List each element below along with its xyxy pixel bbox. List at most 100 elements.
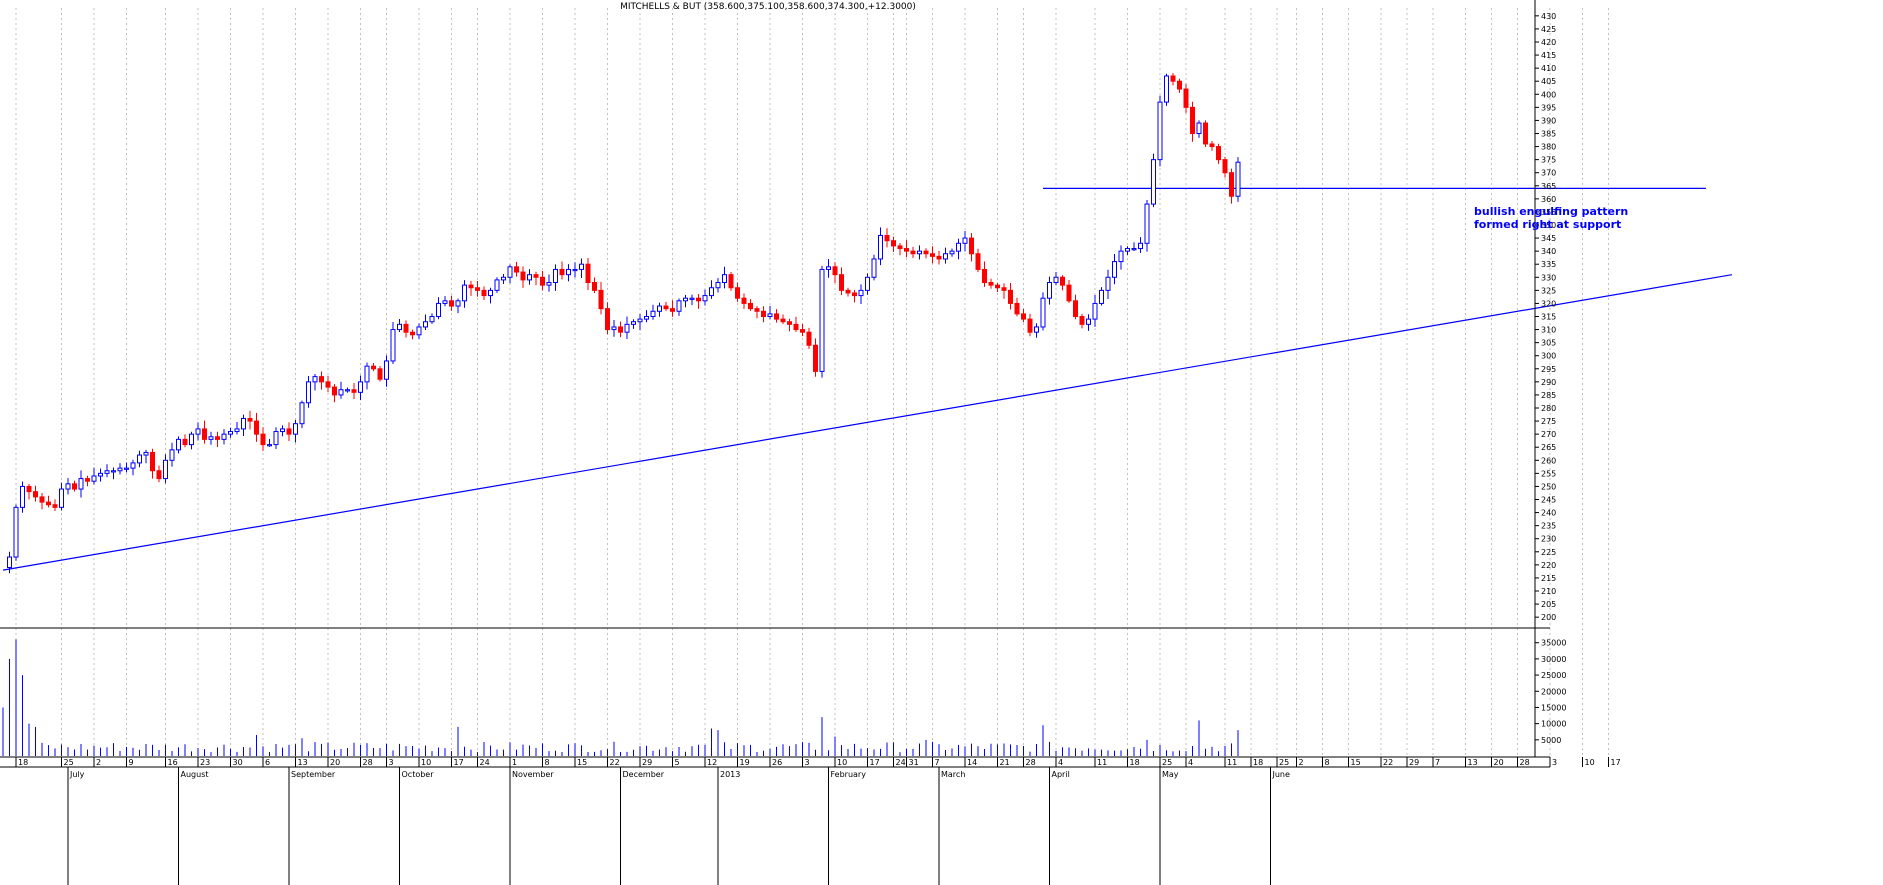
- day-tick-label: 7: [1435, 758, 1440, 767]
- month-tick-label: June: [1272, 770, 1291, 779]
- day-tick-label: 2: [1299, 758, 1304, 767]
- candle-body: [1027, 318, 1033, 333]
- candle-body: [988, 282, 994, 286]
- candle-body: [46, 501, 51, 506]
- price-tick-label: 215: [1541, 574, 1556, 583]
- day-tick-label: 2: [96, 758, 101, 767]
- price-tick-label: 375: [1541, 156, 1556, 165]
- candle-body: [579, 263, 584, 270]
- price-tick-label: 425: [1541, 25, 1556, 34]
- candle-body: [59, 488, 64, 508]
- candle-body: [936, 255, 942, 260]
- candle-body: [676, 300, 682, 312]
- candle-body: [533, 274, 539, 278]
- candle-body: [689, 297, 695, 300]
- candle-body: [215, 436, 220, 440]
- candle-body: [1008, 289, 1013, 304]
- candle-body: [1112, 261, 1117, 278]
- day-tick-label: 25: [1279, 758, 1289, 767]
- candle-body: [1014, 302, 1020, 315]
- candle-body: [442, 300, 448, 304]
- price-tick-label: 380: [1541, 143, 1556, 152]
- candle-body: [26, 485, 32, 493]
- price-tick-label: 235: [1541, 522, 1556, 531]
- candle-body: [1040, 297, 1046, 328]
- month-tick-label: August: [181, 770, 209, 779]
- candle-body: [65, 483, 71, 490]
- candle-body: [163, 459, 168, 480]
- candle-body: [156, 470, 162, 480]
- candle-body: [637, 318, 643, 323]
- candle-body: [540, 276, 545, 286]
- candle-body: [657, 305, 662, 312]
- price-tick-label: 335: [1541, 260, 1556, 269]
- month-tick-label: May: [1162, 770, 1179, 779]
- candle-body: [345, 389, 350, 392]
- candle-body: [1073, 300, 1078, 318]
- day-tick-label: 17: [870, 758, 880, 767]
- price-tick-label: 325: [1541, 286, 1556, 295]
- candle-body: [1203, 122, 1208, 145]
- candle-body: [930, 253, 935, 257]
- candle-body: [85, 478, 90, 482]
- day-tick-label: 14: [967, 758, 977, 767]
- candle-body: [1001, 287, 1007, 291]
- candle-body: [1151, 159, 1156, 205]
- candle-body: [598, 289, 604, 310]
- month-tick-label: November: [512, 770, 554, 779]
- day-tick-label: 21: [1000, 758, 1010, 767]
- day-tick-label: 6: [265, 758, 270, 767]
- day-tick-label: 22: [610, 758, 620, 767]
- candle-body: [377, 368, 383, 380]
- candle-body: [1131, 248, 1137, 251]
- candle-body: [793, 323, 799, 331]
- candle-body: [364, 365, 370, 383]
- day-tick-label: 4: [1058, 758, 1063, 767]
- price-tick-label: 275: [1541, 417, 1556, 426]
- price-tick-label: 295: [1541, 365, 1556, 374]
- candle-body: [91, 475, 97, 482]
- candle-body: [182, 438, 188, 446]
- candle-body: [462, 284, 467, 302]
- candle-body: [169, 449, 175, 461]
- candle-body: [1144, 203, 1150, 244]
- candle-body: [722, 274, 727, 284]
- candle-body: [468, 284, 474, 289]
- price-tick-label: 265: [1541, 443, 1556, 452]
- price-tick-label: 320: [1541, 299, 1556, 308]
- price-tick-label: 305: [1541, 339, 1556, 348]
- volume-tick-label: 20000: [1541, 687, 1566, 696]
- candle-body: [969, 237, 974, 255]
- candle-body: [20, 485, 25, 508]
- candle-body: [767, 313, 773, 317]
- candle-body: [247, 417, 253, 422]
- candle-body: [800, 329, 805, 333]
- price-tick-label: 285: [1541, 391, 1556, 400]
- candle-body: [403, 323, 409, 333]
- candle-body: [832, 266, 838, 276]
- candle-body: [683, 297, 688, 302]
- month-tick-label: March: [941, 770, 965, 779]
- candle-body: [631, 321, 636, 325]
- candle-body: [956, 242, 961, 252]
- candle-body: [507, 266, 513, 278]
- candle-body: [260, 433, 266, 446]
- volume-tick-label: 10000: [1541, 720, 1566, 729]
- candle-body: [280, 428, 285, 433]
- candle-body: [546, 282, 552, 286]
- candle-body: [761, 310, 766, 317]
- candle-body: [176, 438, 181, 451]
- price-tick-label: 315: [1541, 313, 1556, 322]
- price-tick-label: 240: [1541, 509, 1556, 518]
- month-tick-label: 2013: [720, 770, 740, 779]
- candle-body: [618, 326, 623, 333]
- candle-body: [1138, 242, 1143, 250]
- price-tick-label: 260: [1541, 456, 1556, 465]
- candle-body: [13, 506, 19, 558]
- price-tick-label: 255: [1541, 469, 1556, 478]
- candle-body: [189, 433, 194, 446]
- candle-body: [371, 365, 376, 370]
- price-tick-label: 210: [1541, 587, 1556, 596]
